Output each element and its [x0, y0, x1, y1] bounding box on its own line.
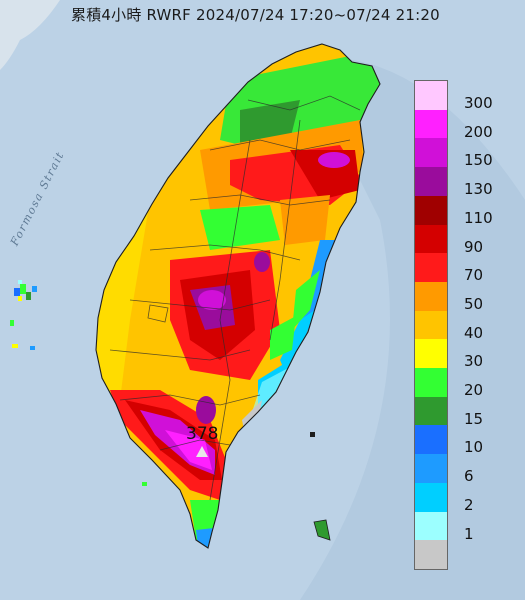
- legend-entry: 10: [456, 424, 516, 457]
- liuqiu-island: [142, 482, 147, 486]
- legend-swatch: [415, 511, 447, 541]
- green-island: [310, 432, 315, 437]
- legend-label: 30: [464, 352, 484, 371]
- max-rainfall-value: 378: [186, 424, 219, 444]
- legend-swatch: [415, 482, 447, 512]
- legend-entry: 30: [456, 338, 516, 371]
- county-boundaries: [109, 95, 361, 501]
- legend-label: 130: [464, 180, 493, 199]
- legend-label: 50: [464, 294, 484, 313]
- legend-swatch: [415, 138, 447, 168]
- legend-swatch: [415, 339, 447, 369]
- mainland-coast: [0, 0, 60, 70]
- legend-label: 10: [464, 438, 484, 457]
- legend-entry: [456, 539, 516, 568]
- legend-label: 90: [464, 237, 484, 256]
- legend-label: 2: [464, 495, 474, 514]
- legend-swatch: [415, 368, 447, 397]
- legend-swatch: [415, 540, 447, 569]
- legend-entry: 90: [456, 224, 516, 256]
- legend-entry: 40: [456, 310, 516, 342]
- legend-entry: 130: [456, 166, 516, 199]
- legend-entry: 1: [456, 511, 516, 543]
- legend-swatch: [415, 167, 447, 196]
- legend-swatch: [415, 396, 447, 426]
- map-title: 累積4小時 RWRF 2024/07/24 17:20~07/24 21:20: [71, 6, 440, 24]
- rainfall-fill: [96, 50, 380, 548]
- penghu-islands: [10, 280, 37, 350]
- legend-entry: 6: [456, 453, 516, 486]
- legend-entry: 150: [456, 137, 516, 170]
- legend-label: 300: [464, 94, 493, 112]
- legend-swatch: [415, 224, 447, 254]
- legend-label: 70: [464, 266, 484, 285]
- legend-swatch: [415, 253, 447, 282]
- legend-label: 200: [464, 122, 493, 141]
- legend-entry: 200: [456, 109, 516, 141]
- legend-swatch: [415, 310, 447, 340]
- legend-entry: 2: [456, 482, 516, 514]
- legend-label: 15: [464, 409, 484, 428]
- legend-label: 1: [464, 524, 474, 543]
- legend-swatch: [415, 281, 447, 311]
- legend-swatch: [415, 425, 447, 455]
- legend-entry: 50: [456, 281, 516, 313]
- legend-color-bar: [414, 80, 448, 570]
- max-rainfall-marker: [196, 446, 208, 457]
- legend-swatch: [415, 195, 447, 225]
- legend-label: 110: [464, 208, 493, 227]
- legend-entry: 70: [456, 252, 516, 285]
- legend-swatch: [415, 454, 447, 483]
- legend-labels: 300 200 150 130 110 90 70 50 40 30 20 15 10 6 2 1: [456, 80, 516, 568]
- legend-entry: 20: [456, 367, 516, 400]
- legend-entry: 110: [456, 195, 516, 227]
- legend-label: 6: [464, 467, 474, 486]
- orchid-island: [313, 519, 331, 541]
- legend-entry: 15: [456, 396, 516, 428]
- legend-entry: 300: [456, 80, 516, 112]
- legend-swatch: [415, 81, 447, 110]
- taiwan-coastline: [95, 43, 381, 549]
- legend-label: 20: [464, 381, 484, 400]
- ocean-shelf: [300, 57, 525, 600]
- legend-label: 40: [464, 323, 484, 342]
- legend-label: 150: [464, 151, 493, 170]
- legend-swatch: [415, 109, 447, 139]
